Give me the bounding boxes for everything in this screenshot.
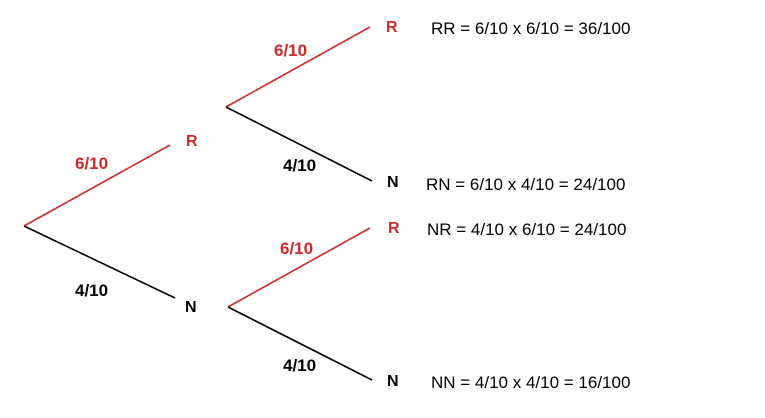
leaf-label-rn: N [387, 174, 399, 191]
result-rn: RN = 6/10 x 4/10 = 24/100 [426, 175, 625, 194]
result-nr: NR = 4/10 x 6/10 = 24/100 [427, 220, 626, 239]
prob-label-n-n: 4/10 [283, 356, 316, 375]
branch-root-to-n [23, 225, 176, 299]
result-nn: NN = 4/10 x 4/10 = 16/100 [431, 373, 630, 392]
prob-label-n-r: 6/10 [280, 239, 313, 258]
prob-label-r-r: 6/10 [274, 41, 307, 60]
leaf-label-nn: N [387, 373, 399, 390]
branch-root-to-r [23, 144, 171, 227]
result-rr: RR = 6/10 x 6/10 = 36/100 [431, 19, 630, 38]
branch-n-to-r [227, 227, 371, 308]
branch-n-to-n [227, 306, 373, 381]
node-label-n: N [185, 299, 197, 316]
node-label-r: R [186, 133, 198, 150]
leaf-label-nr: R [388, 220, 400, 237]
branch-r-to-n [225, 106, 373, 182]
leaf-label-rr: R [386, 19, 398, 36]
prob-label-r-n: 4/10 [283, 156, 316, 175]
branch-r-to-r [225, 26, 371, 108]
prob-label-root-n: 4/10 [75, 281, 108, 300]
prob-label-root-r: 6/10 [75, 154, 108, 173]
